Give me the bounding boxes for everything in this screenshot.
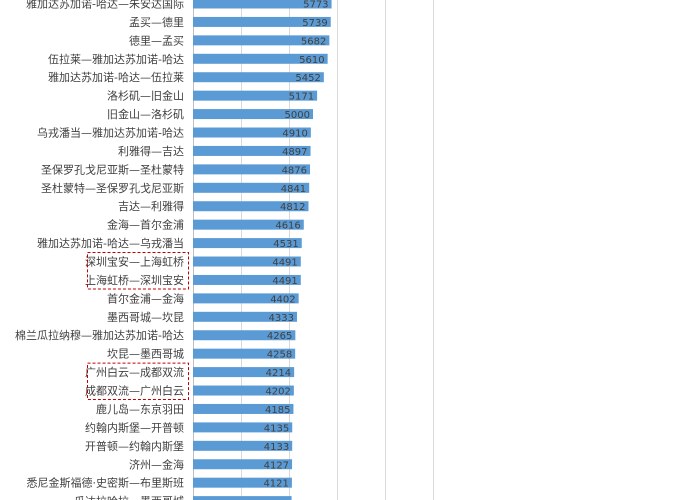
data-label: 5739 [302,18,327,29]
data-label: 4402 [270,294,295,305]
category-label: 鹿儿岛—东京羽田 [96,402,184,416]
bar [193,145,311,156]
grid-layer [193,0,434,500]
data-label: 4133 [264,442,289,453]
category-label: 墨西哥城—坎昆 [107,311,184,324]
category-label: 圣保罗孔戈尼亚斯—圣杜蒙特 [41,162,184,176]
bar [193,182,310,193]
bar [193,496,292,500]
data-label: 4121 [263,479,288,490]
label-layer: 雅加达苏加诺-哈达—朱安达国际 5773 孟买—德里 5739 德里—孟买 5682 伍拉莱… [15,0,329,500]
bar [193,201,309,212]
bar [193,256,301,267]
bar [193,16,331,27]
bar [193,311,297,322]
category-label: 深圳宝安—上海虹桥 [85,255,184,269]
data-label: 5773 [303,0,328,11]
data-label: 4265 [267,331,292,342]
bar [193,330,296,341]
data-label: 4214 [266,368,291,379]
highlight-layer [87,252,189,401]
bar [193,72,324,83]
bar [193,477,292,488]
category-label: 棉兰瓜拉纳穆—雅加达苏加诺-哈达 [15,328,184,342]
bar [193,164,311,175]
bar [193,219,304,230]
category-label: 雅加达苏加诺-哈达—乌戎潘当 [37,236,184,250]
data-label: 5000 [285,110,310,121]
bar [193,274,301,285]
data-label: 5171 [289,92,314,103]
bar [193,348,296,359]
category-label: 瓜达拉哈拉—墨西哥城 [74,494,184,500]
bar [193,367,295,378]
category-label: 伍拉莱—雅加达苏加诺-哈达 [48,52,184,66]
bar [193,385,294,396]
bar [193,459,293,470]
data-label: 4202 [265,387,290,398]
data-label: 5610 [299,55,324,66]
category-label: 雅加达苏加诺-哈达—伍拉莱 [48,70,184,84]
data-label: 5682 [301,36,326,47]
bar [193,403,294,414]
bar [193,127,311,138]
bar [193,90,318,101]
data-label: 4491 [272,276,297,287]
bar [193,440,293,451]
highlight-box [87,252,189,290]
data-label: 4531 [273,239,298,250]
category-label: 上海虹桥—深圳宝安 [85,273,184,287]
data-label: 4333 [269,313,294,324]
data-label: 4910 [282,129,307,140]
data-label: 5452 [295,73,320,84]
category-label: 广州白云—成都双流 [85,365,184,379]
data-label: 4841 [281,184,306,195]
data-label: 4897 [282,147,307,158]
category-label: 开普顿—约翰内斯堡 [85,439,184,453]
category-label: 乌戎潘当—雅加达苏加诺-哈达 [37,126,184,140]
data-label: 4876 [282,165,307,176]
data-label: 4127 [264,460,289,471]
category-label: 金海—首尔金浦 [107,218,184,232]
data-label: 4812 [280,202,305,213]
bar [193,35,330,46]
bar-layer [193,0,332,500]
data-label: 4135 [264,423,289,434]
category-label: 坎昆—墨西哥城 [107,348,184,361]
category-label: 成都双流—广州白云 [85,384,184,398]
category-label: 圣杜蒙特—圣保罗孔戈尼亚斯 [41,181,184,195]
category-label: 济州—金海 [129,457,184,471]
bar [193,293,299,304]
bar [193,109,313,120]
highlight-box [87,362,189,401]
category-label: 洛杉矶—旧金山 [107,89,184,103]
data-label: 4258 [267,350,292,361]
bar [193,0,332,9]
category-label: 旧金山—洛杉矶 [107,107,184,121]
category-label: 雅加达苏加诺-哈达—朱安达国际 [26,0,184,11]
category-label: 利雅得—吉达 [118,144,184,158]
category-label: 德里—孟买 [129,33,184,47]
data-label: 4185 [265,405,290,416]
category-label: 吉达—利雅得 [118,199,184,213]
bar [193,422,293,433]
bar [193,53,328,64]
category-label: 首尔金浦—金海 [107,291,184,305]
data-label: 4491 [272,258,297,269]
bar [193,238,302,249]
category-label: 悉尼金斯福德·史密斯—布里斯班 [27,476,185,490]
category-label: 孟买—德里 [129,15,184,29]
data-label: 4616 [275,221,300,232]
category-label: 约翰内斯堡—开普顿 [85,420,184,434]
